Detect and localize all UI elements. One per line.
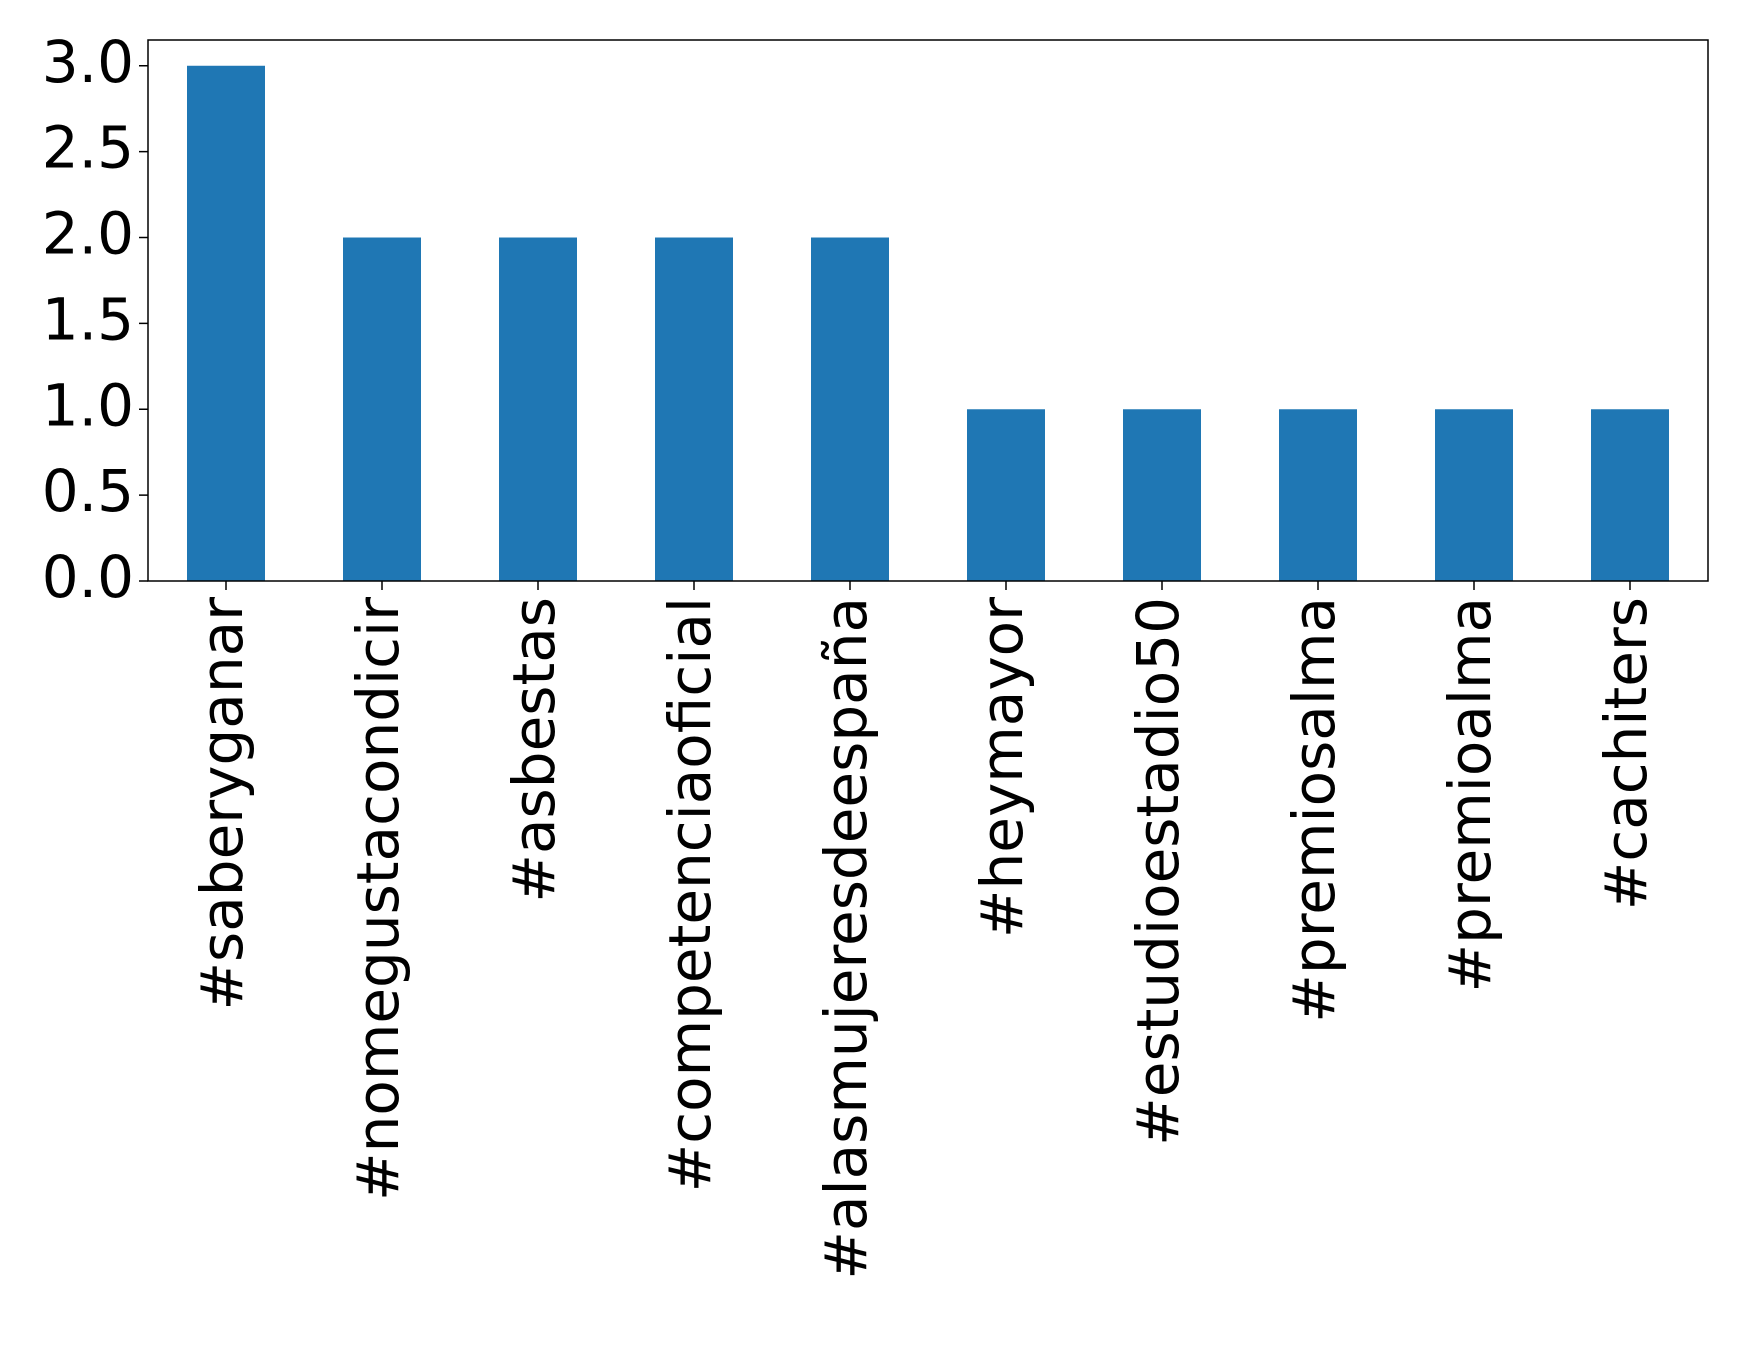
x-tick-label: #saberyganar bbox=[188, 597, 256, 1011]
bar bbox=[811, 237, 889, 581]
y-tick-label: 1.0 bbox=[42, 371, 134, 439]
bar bbox=[1279, 409, 1357, 581]
y-tick-label: 0.0 bbox=[42, 543, 134, 611]
bar bbox=[499, 237, 577, 581]
y-tick-label: 0.5 bbox=[42, 457, 134, 525]
bar bbox=[1123, 409, 1201, 581]
x-tick-label: #premiosalma bbox=[1280, 597, 1348, 1023]
y-tick-label: 2.5 bbox=[42, 114, 134, 182]
x-tick-label: #premioalma bbox=[1436, 597, 1504, 992]
x-tick-label: #cachiters bbox=[1592, 597, 1660, 910]
bar bbox=[343, 237, 421, 581]
x-tick-label: #competenciaoficial bbox=[656, 597, 724, 1192]
x-tick-label: #heymayor bbox=[968, 597, 1036, 938]
y-tick-label: 1.5 bbox=[42, 285, 134, 353]
x-tick-label: #nomegustacondicir bbox=[344, 597, 412, 1201]
plot-frame bbox=[147, 39, 1709, 582]
x-tick-label: #estudioestadio50 bbox=[1124, 597, 1192, 1146]
bar bbox=[187, 65, 265, 581]
bar bbox=[967, 409, 1045, 581]
y-tick-label: 2.0 bbox=[42, 200, 134, 268]
x-tick-label: #alasmujeresdeespaña bbox=[812, 597, 880, 1280]
bar bbox=[655, 237, 733, 581]
bar bbox=[1591, 409, 1669, 581]
x-tick-label: #asbestas bbox=[500, 597, 568, 903]
y-tick-label: 3.0 bbox=[42, 28, 134, 96]
bar bbox=[1435, 409, 1513, 581]
